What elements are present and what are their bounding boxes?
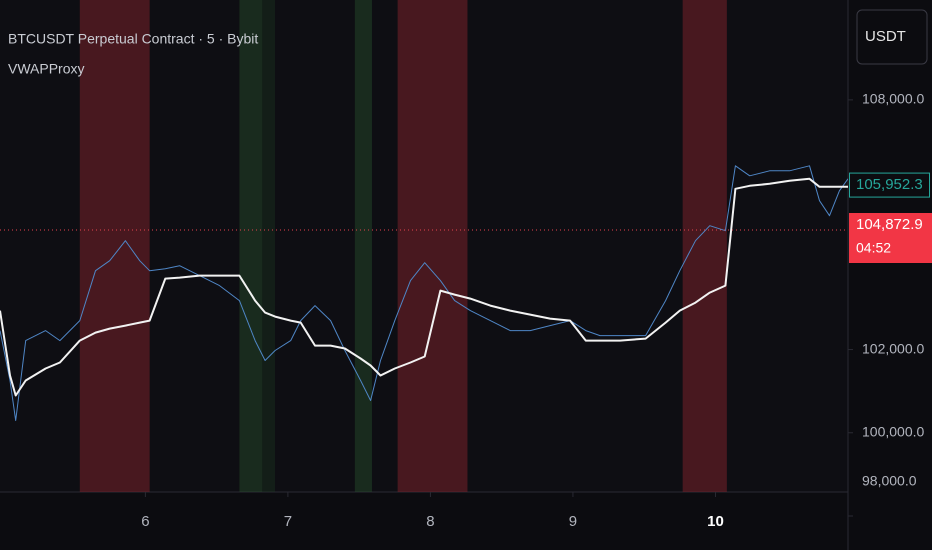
- x-tick-label: 10: [707, 513, 724, 530]
- currency-button[interactable]: [856, 9, 928, 65]
- signal-region: [397, 0, 468, 492]
- x-tick-label: 6: [141, 513, 149, 530]
- signal-region: [682, 0, 727, 492]
- series-line: [0, 165, 848, 421]
- countdown: 04:52: [856, 240, 891, 256]
- signal-region: [239, 0, 263, 492]
- series-line: [0, 177, 848, 397]
- plot: [0, 0, 848, 492]
- signal-region: [79, 0, 150, 492]
- y-tick-label: 102,000.0: [862, 340, 924, 356]
- currency-button-label[interactable]: USDT: [865, 28, 906, 45]
- signal-region: [354, 0, 372, 492]
- x-tick-label: 9: [569, 513, 577, 530]
- y-tick-label: 98,000.0: [862, 473, 917, 489]
- chart-title: BTCUSDT Perpetual Contract · 5 · Bybit: [8, 31, 258, 47]
- price-label: 104,872.9: [856, 216, 923, 233]
- signal-region: [262, 0, 276, 492]
- price-label-box: [849, 212, 932, 263]
- x-tick-label: 7: [284, 513, 292, 530]
- x-tick-label: 8: [426, 513, 434, 530]
- indicator-name: VWAPProxy: [8, 61, 85, 77]
- price-label: 105,952.3: [856, 176, 923, 193]
- price-label-box: [849, 172, 930, 198]
- y-tick-label: 100,000.0: [862, 423, 924, 439]
- y-tick-label: 108,000.0: [862, 91, 924, 107]
